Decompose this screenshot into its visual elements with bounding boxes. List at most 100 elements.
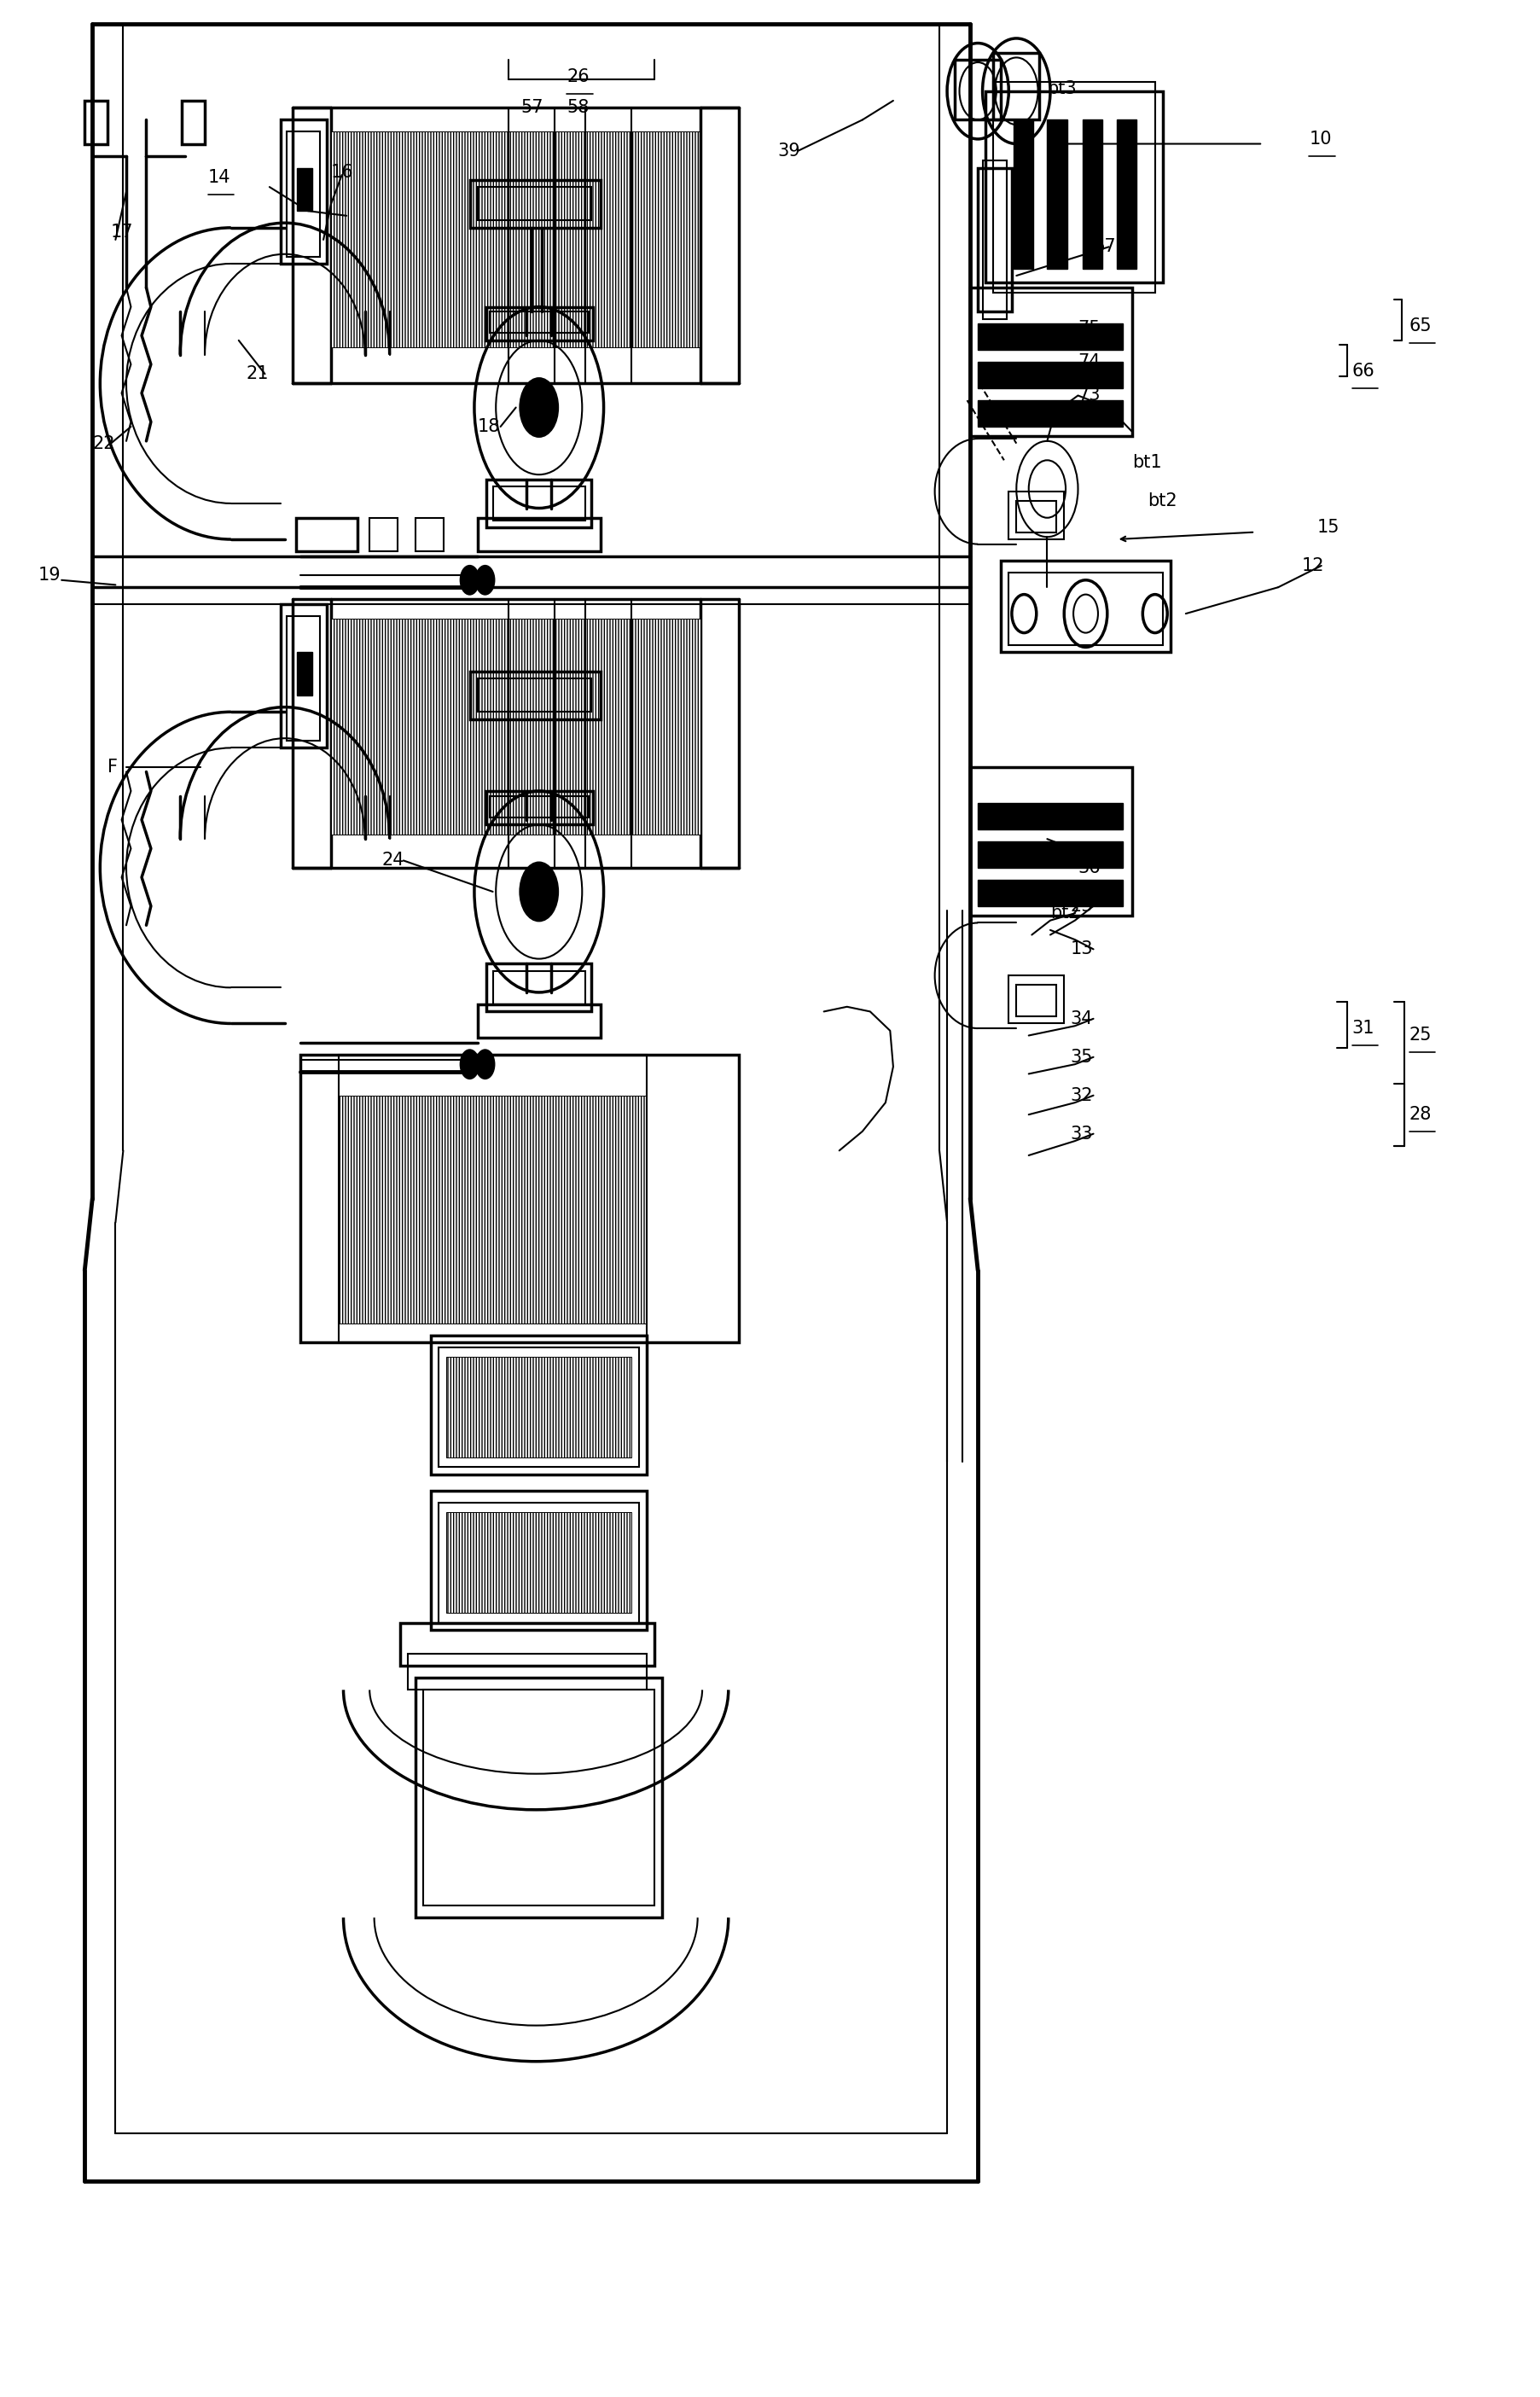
Text: 74: 74 [1078, 352, 1101, 372]
Text: 13: 13 [1070, 940, 1093, 959]
Bar [1009, 573, 1163, 645]
Bar [1001, 561, 1170, 652]
Bar [970, 288, 1132, 436]
Bar [370, 518, 397, 551]
Bar [408, 1654, 647, 1690]
Bar [487, 479, 591, 527]
Bar [297, 168, 313, 211]
Bar [970, 767, 1132, 916]
Bar [1009, 976, 1064, 1024]
Bar [485, 791, 593, 825]
Text: 18: 18 [477, 417, 500, 436]
Text: 22: 22 [92, 434, 116, 453]
Text: bt1: bt1 [1132, 453, 1161, 472]
Bar [1016, 985, 1056, 1016]
Bar [424, 1690, 654, 1906]
Bar [978, 400, 1123, 427]
Text: 19: 19 [38, 566, 62, 585]
Bar [477, 518, 601, 551]
Text: 26: 26 [567, 67, 590, 86]
Bar [431, 1491, 647, 1630]
Circle shape [521, 863, 557, 920]
Bar [439, 1347, 639, 1467]
Bar [477, 678, 591, 712]
Bar [978, 168, 1012, 312]
Bar [280, 604, 326, 748]
Text: 10: 10 [1309, 129, 1332, 149]
Text: 35: 35 [1070, 1047, 1093, 1067]
Text: 31: 31 [1352, 1019, 1375, 1038]
Bar [286, 616, 320, 741]
Bar [400, 1623, 654, 1666]
Bar [470, 671, 601, 719]
Text: 36: 36 [1078, 858, 1101, 877]
Bar [983, 161, 1007, 319]
Circle shape [460, 566, 479, 594]
Circle shape [476, 1050, 494, 1079]
Text: 73: 73 [1078, 386, 1101, 405]
Bar [493, 971, 585, 1004]
Bar [182, 101, 205, 144]
Text: 24: 24 [382, 851, 405, 870]
Bar [978, 880, 1123, 906]
Text: 12: 12 [1301, 556, 1324, 575]
Text: 16: 16 [331, 163, 354, 182]
Bar [85, 101, 108, 144]
Text: 23: 23 [1070, 896, 1093, 916]
Text: 25: 25 [1409, 1026, 1432, 1045]
Text: 21: 21 [246, 364, 270, 384]
Bar [331, 132, 701, 348]
Circle shape [460, 1050, 479, 1079]
Bar [993, 53, 1040, 120]
Bar [955, 60, 1001, 120]
Bar [416, 1678, 662, 1918]
Bar [297, 652, 313, 695]
Bar [1009, 491, 1064, 539]
Bar [416, 518, 444, 551]
Bar [286, 132, 320, 256]
Text: 33: 33 [1070, 1124, 1093, 1143]
Bar [490, 796, 588, 817]
Text: 66: 66 [1352, 362, 1375, 381]
Bar [431, 1335, 647, 1474]
Text: 65: 65 [1409, 316, 1432, 336]
Bar [300, 1055, 739, 1342]
Text: 32: 32 [1070, 1086, 1093, 1105]
Text: 15: 15 [1317, 518, 1340, 537]
Text: bt3: bt3 [1047, 79, 1076, 98]
Text: bt2: bt2 [1147, 491, 1177, 511]
Text: 75: 75 [1078, 319, 1101, 338]
Bar [1013, 120, 1033, 268]
Circle shape [476, 566, 494, 594]
Bar [978, 803, 1123, 829]
Bar [331, 618, 701, 834]
Bar [477, 187, 591, 221]
Text: F: F [108, 757, 119, 777]
Bar [447, 1357, 631, 1457]
Text: 34: 34 [1070, 1009, 1093, 1028]
Bar [439, 1503, 639, 1623]
Bar [490, 312, 588, 333]
Bar [485, 307, 593, 340]
Text: 17: 17 [111, 223, 134, 242]
Bar [1083, 120, 1103, 268]
Circle shape [521, 379, 557, 436]
Text: 28: 28 [1409, 1105, 1432, 1124]
Text: 57: 57 [521, 98, 544, 117]
Text: bt2: bt2 [1050, 904, 1080, 923]
Bar [978, 362, 1123, 388]
Bar [978, 324, 1123, 350]
Bar [1116, 120, 1137, 268]
Bar [477, 1004, 601, 1038]
Bar [1047, 120, 1067, 268]
Bar [447, 1513, 631, 1613]
Text: 67: 67 [1093, 237, 1116, 256]
Bar [487, 964, 591, 1012]
Bar [493, 487, 585, 520]
Bar [296, 518, 357, 551]
Bar [993, 81, 1155, 292]
Bar [280, 120, 326, 264]
Bar [986, 91, 1163, 283]
Text: 58: 58 [567, 98, 590, 117]
Text: 14: 14 [208, 168, 231, 187]
